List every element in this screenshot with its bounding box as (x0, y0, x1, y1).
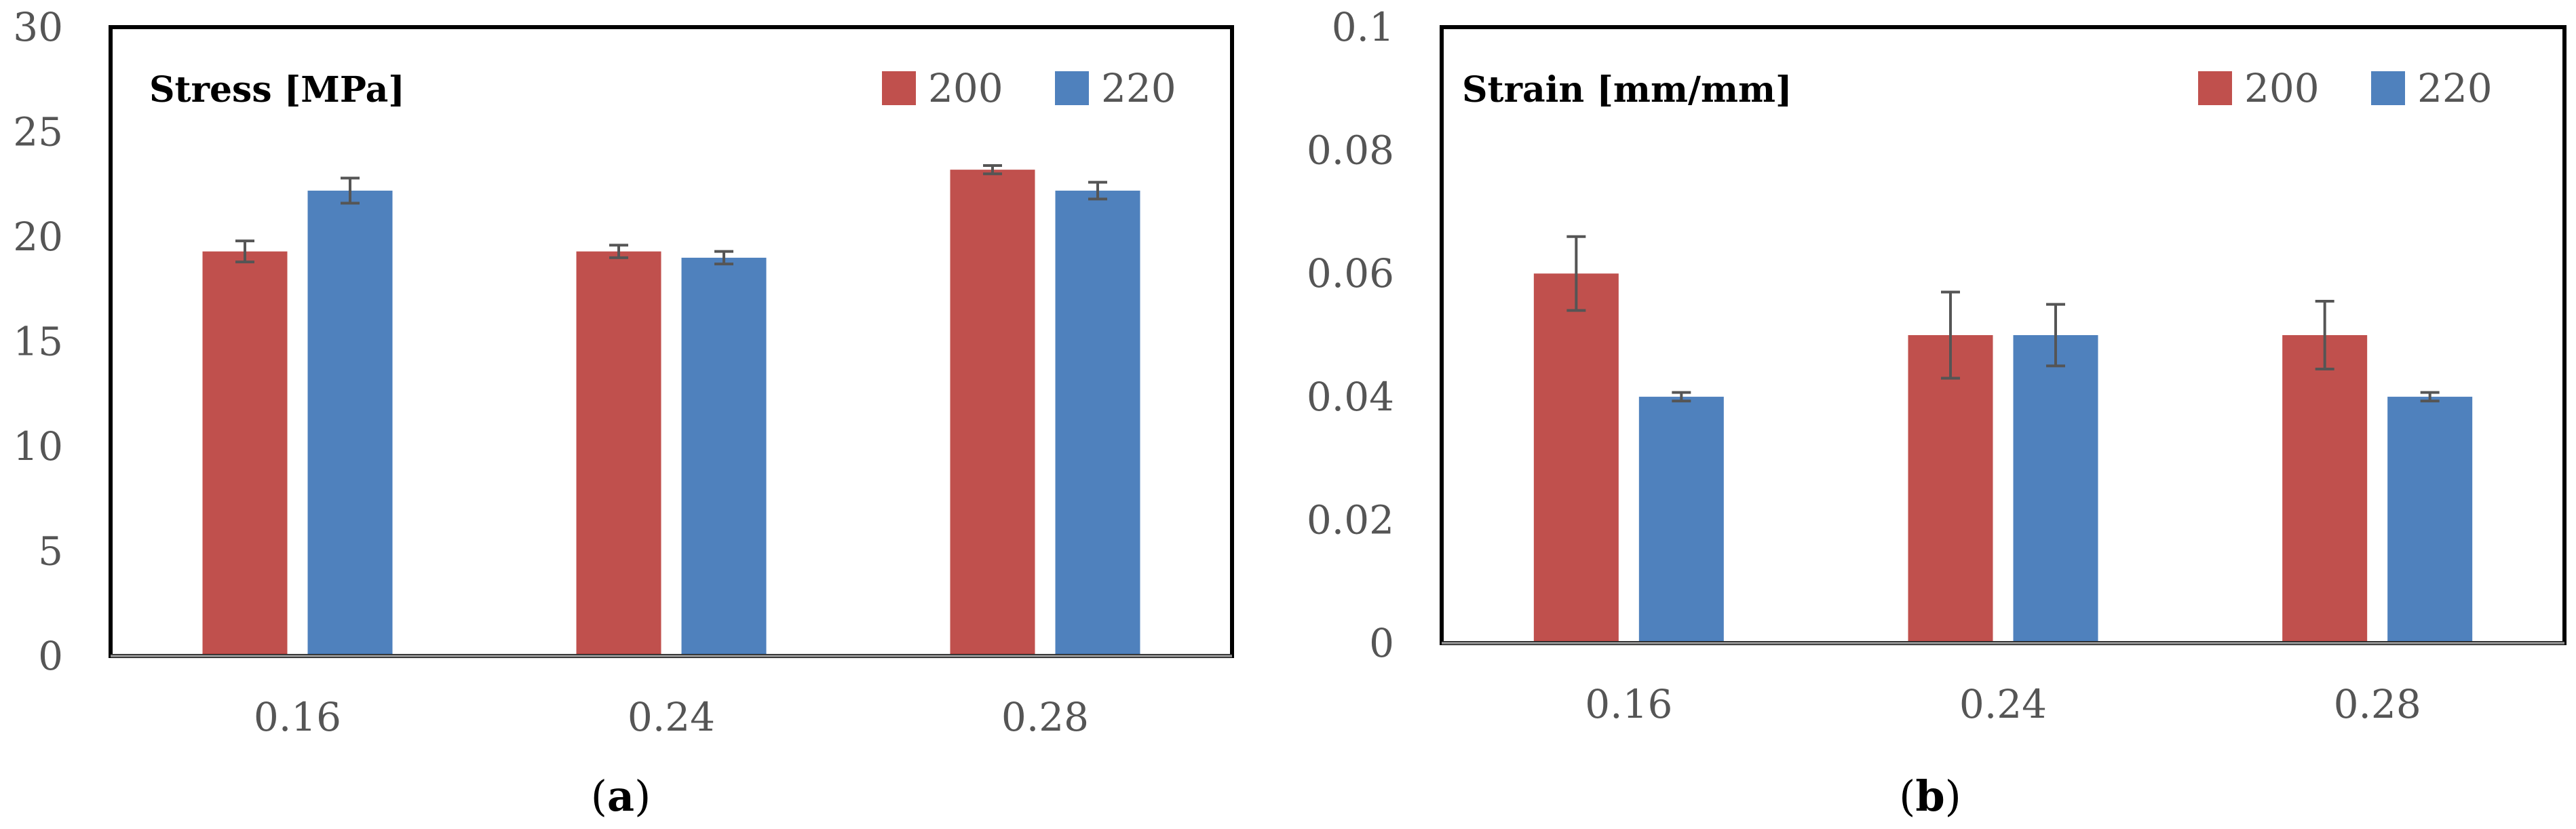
error-bars-group (1566, 235, 2440, 403)
bar-200-0.28 (950, 170, 1035, 656)
y-tick-label: 25 (13, 109, 63, 155)
caption-letter: b (1915, 771, 1944, 821)
caption-close: ) (1945, 771, 1961, 821)
x-axis-ticks: 0.16 0.24 0.28 (1585, 681, 2421, 727)
bar-220-0.28 (2387, 396, 2473, 643)
y-tick-label: 0 (38, 633, 63, 679)
error-bar-200-0.24 (609, 244, 628, 259)
legend: 200 220 (2198, 65, 2493, 111)
caption-open: ( (1899, 771, 1915, 821)
bars-group (202, 170, 1140, 656)
y-tick-label: 20 (13, 214, 63, 260)
legend-swatch-220 (1055, 71, 1089, 105)
error-bar-200-0.24 (1941, 290, 1960, 380)
error-bar-220-0.24 (714, 250, 733, 266)
x-tick-label: 0.28 (2334, 681, 2421, 727)
caption: (b) (1899, 771, 1961, 821)
caption-letter: a (607, 771, 634, 821)
legend-label-220: 220 (2417, 65, 2493, 111)
bar-200-0.24 (1908, 335, 1993, 643)
y-axis-ticks: 0 0.02 0.04 0.06 0.08 0.1 (1307, 4, 1394, 666)
bar-200-0.16 (202, 251, 288, 656)
y-tick-label: 30 (13, 4, 63, 50)
bar-200-0.16 (1533, 273, 1619, 643)
chart-stress: 0 5 10 15 20 25 30 0.16 0.24 0.28 Stress [MPa] 2… (13, 4, 1234, 821)
y-tick-label: 0.02 (1307, 497, 1394, 543)
legend-label-200: 200 (928, 65, 1003, 111)
legend-label-200: 200 (2244, 65, 2320, 111)
chart-strain: 0 0.02 0.04 0.06 0.08 0.1 0.16 0.24 0.28 Strain… (1307, 4, 2567, 821)
y-tick-label: 15 (13, 319, 63, 365)
error-bars-group (235, 163, 1107, 266)
chart-title: Stress [MPa] (149, 69, 405, 111)
legend-swatch-200 (882, 71, 916, 105)
x-tick-label: 0.24 (628, 694, 715, 740)
x-tick-label: 0.16 (1585, 681, 1672, 727)
bar-220-0.28 (1055, 191, 1140, 656)
bar-200-0.24 (576, 251, 661, 656)
error-bar-200-0.28 (2315, 300, 2334, 370)
x-tick-label: 0.16 (254, 694, 341, 740)
error-bar-220-0.16 (1672, 391, 1691, 403)
y-axis-ticks: 0 5 10 15 20 25 30 (13, 4, 63, 679)
caption: (a) (591, 771, 651, 821)
x-axis-ticks: 0.16 0.24 0.28 (254, 694, 1089, 740)
error-bar-200-0.16 (1566, 235, 1586, 312)
bar-220-0.24 (2013, 335, 2098, 643)
y-tick-label: 5 (38, 528, 63, 575)
caption-open: ( (591, 771, 607, 821)
y-tick-label: 10 (13, 423, 63, 469)
chart-title: Strain [mm/mm] (1462, 69, 1792, 111)
error-bar-200-0.28 (983, 163, 1002, 176)
error-bar-200-0.16 (235, 239, 254, 264)
x-tick-label: 0.24 (1959, 681, 2047, 727)
legend-label-220: 220 (1101, 65, 1176, 111)
error-bar-220-0.24 (2046, 303, 2065, 368)
bars-group (1533, 273, 2473, 643)
bar-220-0.16 (307, 191, 393, 656)
y-tick-label: 0.1 (1332, 4, 1394, 50)
y-tick-label: 0.04 (1307, 374, 1394, 420)
y-tick-label: 0.06 (1307, 250, 1394, 296)
y-tick-label: 0.08 (1307, 128, 1394, 174)
y-tick-label: 0 (1369, 620, 1394, 666)
legend-swatch-200 (2198, 71, 2232, 105)
bar-220-0.16 (1638, 396, 1724, 643)
x-tick-label: 0.28 (1001, 694, 1089, 740)
bar-200-0.28 (2282, 335, 2368, 643)
bar-220-0.24 (681, 257, 767, 656)
caption-close: ) (634, 771, 651, 821)
error-bar-220-0.28 (2420, 391, 2440, 403)
error-bar-220-0.16 (341, 176, 360, 205)
legend-swatch-220 (2371, 71, 2405, 105)
legend: 200 220 (882, 65, 1176, 111)
error-bar-220-0.28 (1088, 180, 1107, 201)
